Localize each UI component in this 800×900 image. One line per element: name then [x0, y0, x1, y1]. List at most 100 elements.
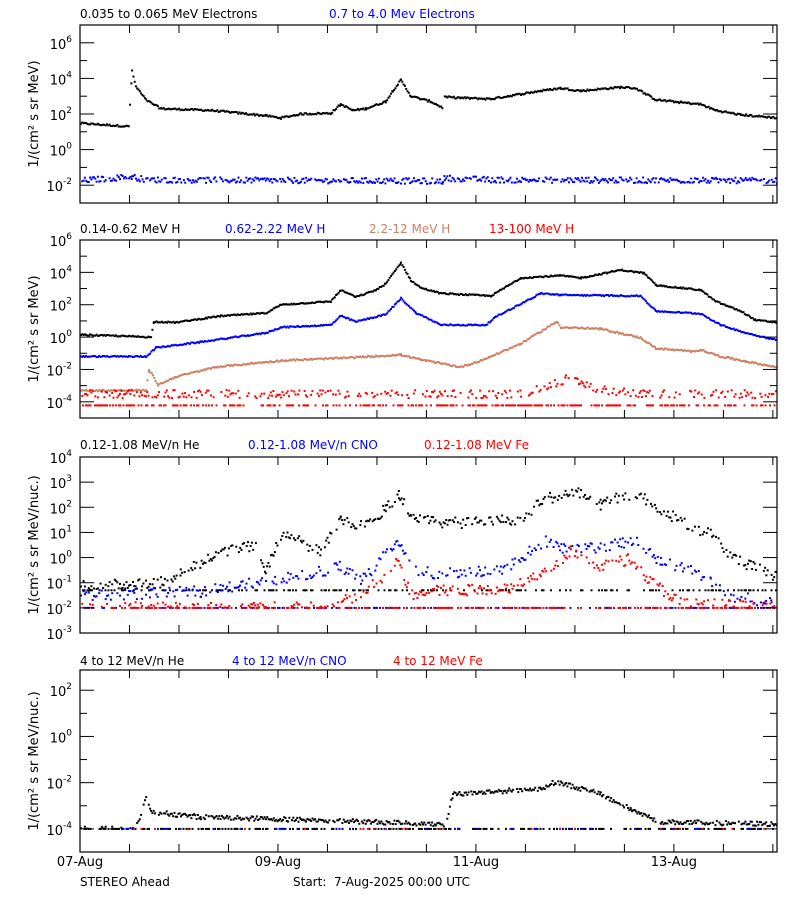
- data-point: [151, 396, 154, 399]
- floor-point: [239, 404, 242, 407]
- data-point: [85, 179, 88, 182]
- data-point: [694, 102, 696, 105]
- data-point: [280, 396, 283, 399]
- data-point: [194, 179, 197, 182]
- floor-point: [524, 589, 527, 592]
- data-point: [611, 541, 614, 544]
- data-point: [251, 178, 254, 181]
- data-point: [695, 598, 698, 601]
- data-point: [456, 177, 459, 180]
- data-point: [556, 274, 559, 277]
- data-point: [190, 567, 193, 570]
- data-point: [445, 589, 448, 592]
- data-point: [480, 358, 483, 361]
- data-point: [125, 335, 128, 338]
- data-point: [478, 97, 480, 100]
- data-point: [129, 355, 132, 358]
- data-point: [590, 542, 593, 545]
- data-point: [467, 323, 470, 326]
- floor-point: [250, 606, 252, 609]
- data-point: [419, 359, 422, 361]
- data-point: [241, 603, 244, 606]
- data-point: [577, 177, 580, 180]
- data-point: [263, 392, 266, 395]
- data-point: [576, 377, 579, 380]
- data-point: [715, 321, 718, 324]
- data-point: [539, 331, 542, 334]
- data-point: [463, 324, 466, 327]
- data-point: [501, 96, 504, 99]
- data-point: [243, 542, 246, 545]
- data-point: [650, 502, 652, 505]
- data-point: [673, 396, 676, 399]
- data-point: [422, 98, 425, 101]
- data-point: [82, 179, 85, 182]
- data-point: [323, 574, 326, 577]
- data-point: [103, 389, 106, 392]
- data-point: [709, 107, 711, 110]
- data-point: [733, 600, 736, 603]
- data-point: [319, 112, 322, 115]
- data-point: [634, 336, 637, 339]
- data-point: [87, 587, 90, 590]
- data-point: [222, 365, 225, 368]
- data-point: [222, 109, 225, 112]
- data-point: [366, 107, 369, 110]
- data-point: [299, 180, 302, 183]
- data-point: [169, 605, 172, 608]
- data-point: [651, 555, 654, 558]
- data-point: [177, 178, 180, 181]
- floor-point: [668, 606, 671, 609]
- data-point: [675, 564, 678, 567]
- data-point: [501, 287, 504, 290]
- data-point: [141, 597, 144, 600]
- data-point: [426, 182, 428, 185]
- data-point: [302, 113, 305, 116]
- data-point: [503, 389, 506, 392]
- data-point: [737, 180, 739, 183]
- data-point: [520, 342, 523, 345]
- data-point: [175, 344, 178, 347]
- data-point: [526, 178, 529, 181]
- data-point: [400, 261, 402, 264]
- data-point: [618, 87, 621, 90]
- floor-point: [515, 589, 518, 592]
- floor-point: [679, 589, 681, 592]
- data-point: [661, 563, 664, 566]
- data-point: [126, 390, 129, 393]
- data-point: [437, 577, 439, 579]
- data-point: [462, 294, 465, 296]
- floor-point: [323, 589, 326, 592]
- data-point: [253, 179, 256, 182]
- data-point: [163, 108, 166, 111]
- data-point: [192, 560, 195, 563]
- floor-point: [368, 606, 371, 609]
- data-point: [608, 549, 611, 552]
- data-point: [254, 176, 257, 179]
- data-point: [520, 277, 523, 280]
- floor-point: [557, 404, 560, 407]
- data-point: [695, 349, 698, 352]
- data-point: [499, 521, 502, 524]
- data-point: [703, 315, 706, 317]
- data-point: [583, 384, 586, 387]
- data-point: [547, 275, 550, 278]
- data-point: [131, 69, 134, 72]
- data-point: [353, 593, 356, 596]
- data-point: [461, 96, 464, 99]
- floor-point: [524, 606, 527, 609]
- data-point: [671, 311, 674, 314]
- data-point: [542, 328, 545, 331]
- data-point: [80, 334, 82, 336]
- data-point: [712, 604, 715, 607]
- data-point: [100, 605, 103, 608]
- data-point: [232, 178, 235, 181]
- floor-point: [704, 606, 707, 609]
- floor-point: [511, 606, 513, 609]
- data-point: [242, 181, 245, 184]
- data-point: [763, 602, 766, 605]
- data-point: [375, 564, 378, 567]
- floor-point: [512, 404, 515, 407]
- data-point: [716, 109, 718, 112]
- data-point: [187, 569, 190, 572]
